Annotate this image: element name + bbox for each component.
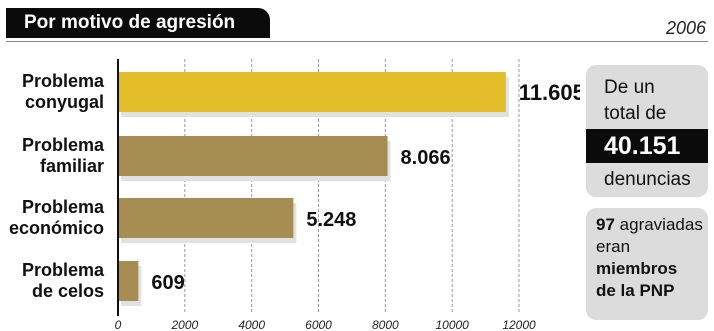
x-tick-label: 6000 [305, 318, 332, 331]
data-label: 11.605 [519, 80, 580, 105]
category-label-line: familiar [39, 156, 104, 176]
x-tick-label: 12000 [502, 318, 536, 331]
x-tick-label: 10000 [435, 318, 469, 331]
bar [118, 261, 139, 301]
data-label: 609 [151, 272, 184, 294]
pnp-number: 97 [596, 215, 615, 234]
category-label-line: Problema [21, 197, 104, 217]
total-line2: total de [604, 103, 667, 124]
total-complaints-box: De un total de 40.151 denuncias [586, 65, 708, 197]
pnp-members-box: 97 agraviadas eran miembros de la PNP [586, 208, 708, 320]
bar-chart: 11.605 8.066 5.248 609 0 2000 4000 6000 8000 1000… [115, 59, 580, 331]
pnp-bold2: de la PNP [596, 281, 675, 300]
x-tick-label: 8000 [372, 318, 399, 331]
x-tick-label: 2000 [170, 318, 198, 331]
bar [118, 198, 294, 238]
total-strip [586, 129, 708, 163]
chart-title: Por motivo de agresión [6, 8, 270, 38]
year-label: 2006 [665, 18, 706, 38]
category-label: Problema de celos [6, 260, 104, 302]
header-rule [6, 41, 708, 42]
pnp-word2: eran [596, 237, 631, 256]
bar [118, 72, 506, 112]
category-label-line: de celos [31, 281, 104, 301]
category-label-line: Problema [21, 260, 104, 280]
category-label: Problema conyugal [6, 71, 104, 113]
category-label: Problema económico [6, 197, 104, 239]
category-label-line: Problema [21, 71, 104, 91]
bar [118, 136, 388, 176]
total-value: 40.151 [604, 132, 681, 160]
pnp-word1: agraviadas [619, 215, 703, 234]
category-label-line: Problema [21, 135, 104, 155]
category-label-line: conyugal [24, 92, 104, 112]
x-tick-label: 4000 [238, 318, 265, 331]
x-tick-label: 0 [115, 318, 122, 331]
data-label: 8.066 [401, 147, 451, 169]
total-line1: De un [604, 77, 655, 98]
category-label-line: económico [8, 218, 104, 238]
total-line3: denuncias [604, 169, 691, 190]
category-label: Problema familiar [6, 135, 104, 177]
pnp-text: 97 agraviadas eran miembros de la PNP [596, 214, 703, 302]
pnp-bold1: miembros [596, 259, 678, 278]
data-label: 5.248 [306, 209, 356, 231]
